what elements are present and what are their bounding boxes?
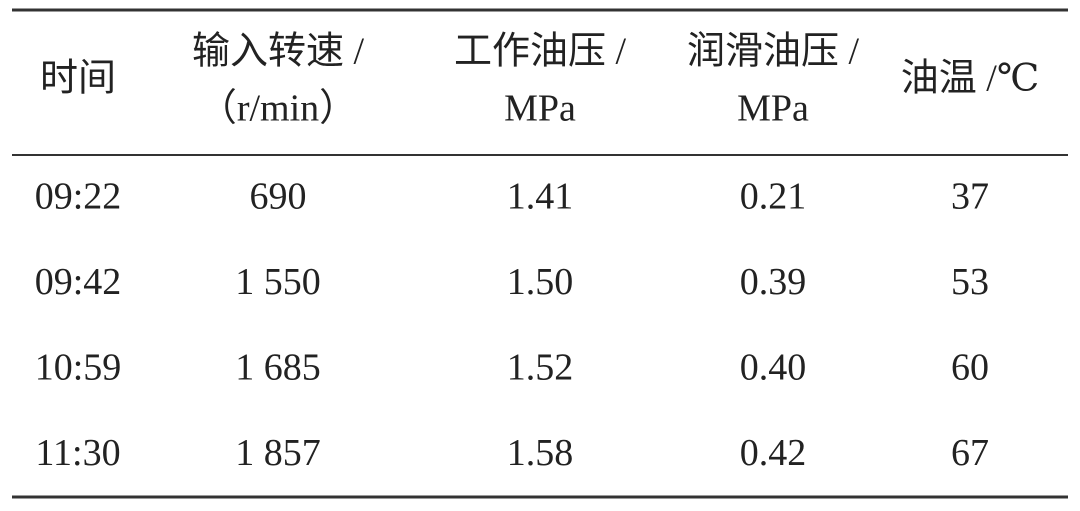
header-cell: 工作油压 / <box>454 31 627 73</box>
table-cell: 0.42 <box>740 432 807 474</box>
table-cell: 1.50 <box>507 261 574 303</box>
header-cell: MPa <box>504 88 576 130</box>
header-cell: 油温 /℃ <box>901 58 1040 100</box>
header-cell: （r/min） <box>199 88 357 130</box>
table-cell: 37 <box>951 176 989 218</box>
table-cell: 53 <box>951 261 989 303</box>
table-cell: 60 <box>951 347 989 389</box>
table-cell: 09:22 <box>35 176 122 218</box>
header-cell: 输入转速 / <box>192 31 365 73</box>
table-cell: 690 <box>250 176 307 218</box>
table-cell: 1 857 <box>235 432 321 474</box>
table-cell: 67 <box>951 432 989 474</box>
table-cell: 0.40 <box>740 347 807 389</box>
table-cell: 1 550 <box>235 261 321 303</box>
table-cell: 10:59 <box>35 347 122 389</box>
table-cell: 1.58 <box>507 432 574 474</box>
header-cell: 润滑油压 / <box>687 31 860 73</box>
header-cell: 时间 <box>40 58 116 100</box>
table-cell: 0.39 <box>740 261 807 303</box>
table-cell: 0.21 <box>740 176 807 218</box>
table-cell: 1 685 <box>235 347 321 389</box>
table-cell: 09:42 <box>35 261 122 303</box>
table-cell: 1.41 <box>507 176 574 218</box>
header-cell: MPa <box>737 88 809 130</box>
table-cell: 11:30 <box>35 432 120 474</box>
table-cell: 1.52 <box>507 347 574 389</box>
